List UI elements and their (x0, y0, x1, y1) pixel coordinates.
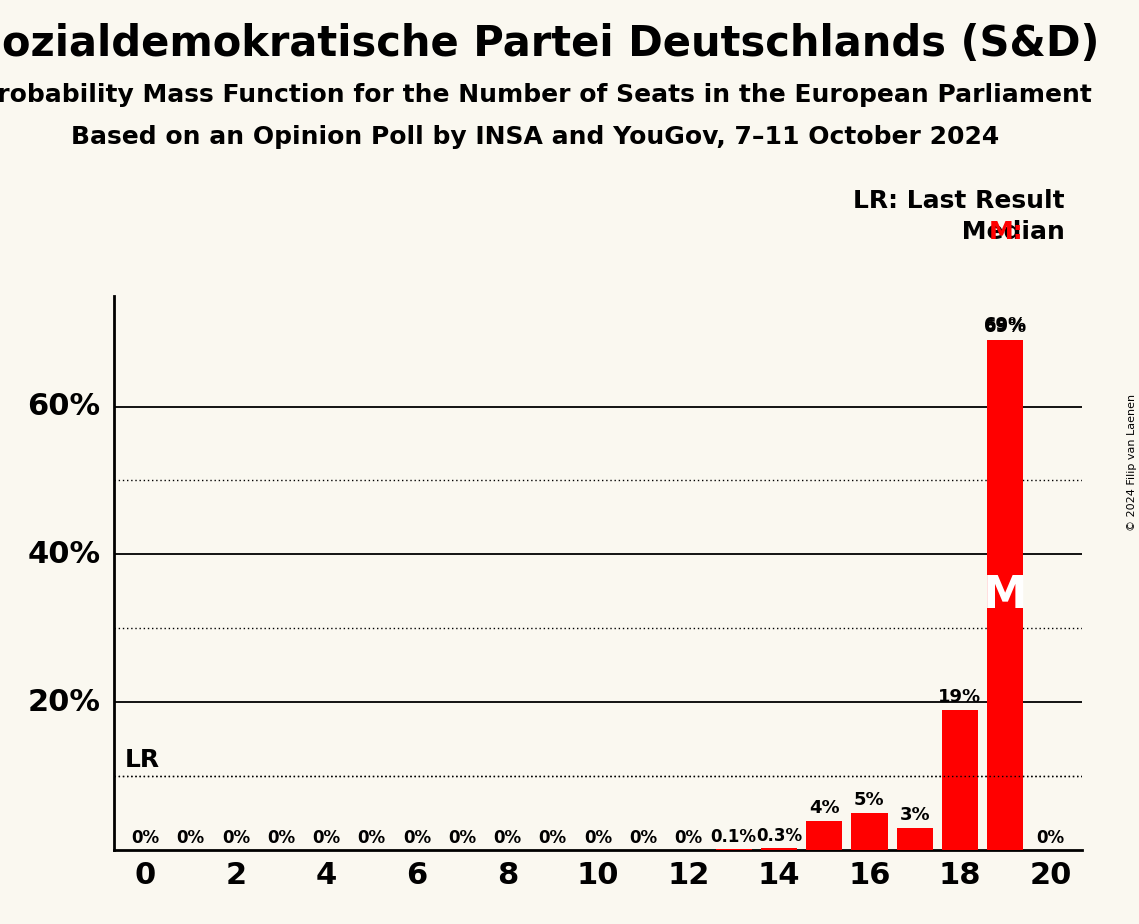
Text: 0%: 0% (448, 829, 476, 847)
Text: M: M (983, 574, 1027, 616)
Text: 0%: 0% (358, 829, 386, 847)
Text: © 2024 Filip van Laenen: © 2024 Filip van Laenen (1126, 394, 1137, 530)
Text: 0%: 0% (539, 829, 567, 847)
Text: M:: M: (989, 220, 1023, 244)
Text: 5%: 5% (854, 792, 885, 809)
Text: 69%: 69% (984, 319, 1026, 336)
Text: 0%: 0% (222, 829, 251, 847)
Text: 4%: 4% (809, 799, 839, 817)
Bar (761, 848, 797, 850)
Text: Based on an Opinion Poll by INSA and YouGov, 7–11 October 2024: Based on an Opinion Poll by INSA and You… (72, 125, 999, 149)
Text: 0%: 0% (131, 829, 159, 847)
Text: 0%: 0% (674, 829, 703, 847)
Text: 0%: 0% (584, 829, 612, 847)
Text: Sozialdemokratische Partei Deutschlands (S&D): Sozialdemokratische Partei Deutschlands … (0, 23, 1099, 65)
Bar (942, 710, 978, 850)
Bar (988, 340, 1023, 850)
Text: 19%: 19% (939, 688, 982, 706)
Bar (851, 813, 887, 850)
Text: 69%: 69% (984, 316, 1026, 334)
Text: 0.3%: 0.3% (756, 827, 802, 845)
Text: 0.1%: 0.1% (711, 829, 756, 846)
Text: 40%: 40% (27, 540, 100, 569)
Bar (896, 828, 933, 850)
Text: LR: LR (125, 748, 161, 772)
Text: 0%: 0% (312, 829, 341, 847)
Text: 3%: 3% (900, 807, 929, 824)
Text: 0%: 0% (268, 829, 295, 847)
Text: 0%: 0% (629, 829, 657, 847)
Text: Probability Mass Function for the Number of Seats in the European Parliament: Probability Mass Function for the Number… (0, 83, 1092, 107)
Text: LR: Last Result: LR: Last Result (853, 189, 1065, 213)
Text: Median: Median (953, 220, 1065, 244)
Text: 0%: 0% (177, 829, 205, 847)
Bar (806, 821, 842, 850)
Text: 60%: 60% (27, 392, 100, 421)
Text: 0%: 0% (403, 829, 431, 847)
Text: 0%: 0% (1036, 829, 1065, 847)
Text: 20%: 20% (27, 687, 100, 717)
Text: 0%: 0% (493, 829, 522, 847)
